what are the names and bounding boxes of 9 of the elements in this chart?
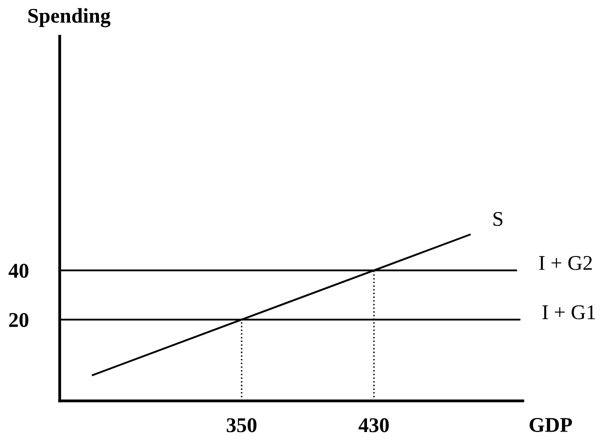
series-label: I + G1 [542, 305, 596, 320]
y-tick-label: 20 [9, 312, 28, 328]
y-tick-label: 40 [8, 264, 28, 278]
series-label: S [493, 212, 502, 226]
x-tick-label: 350 [226, 418, 256, 432]
x-axis-title: GDP [530, 418, 572, 432]
x-tick-label: 430 [358, 418, 389, 432]
y-axis-title: Spending [28, 8, 110, 28]
series-label: I + G2 [539, 256, 592, 270]
